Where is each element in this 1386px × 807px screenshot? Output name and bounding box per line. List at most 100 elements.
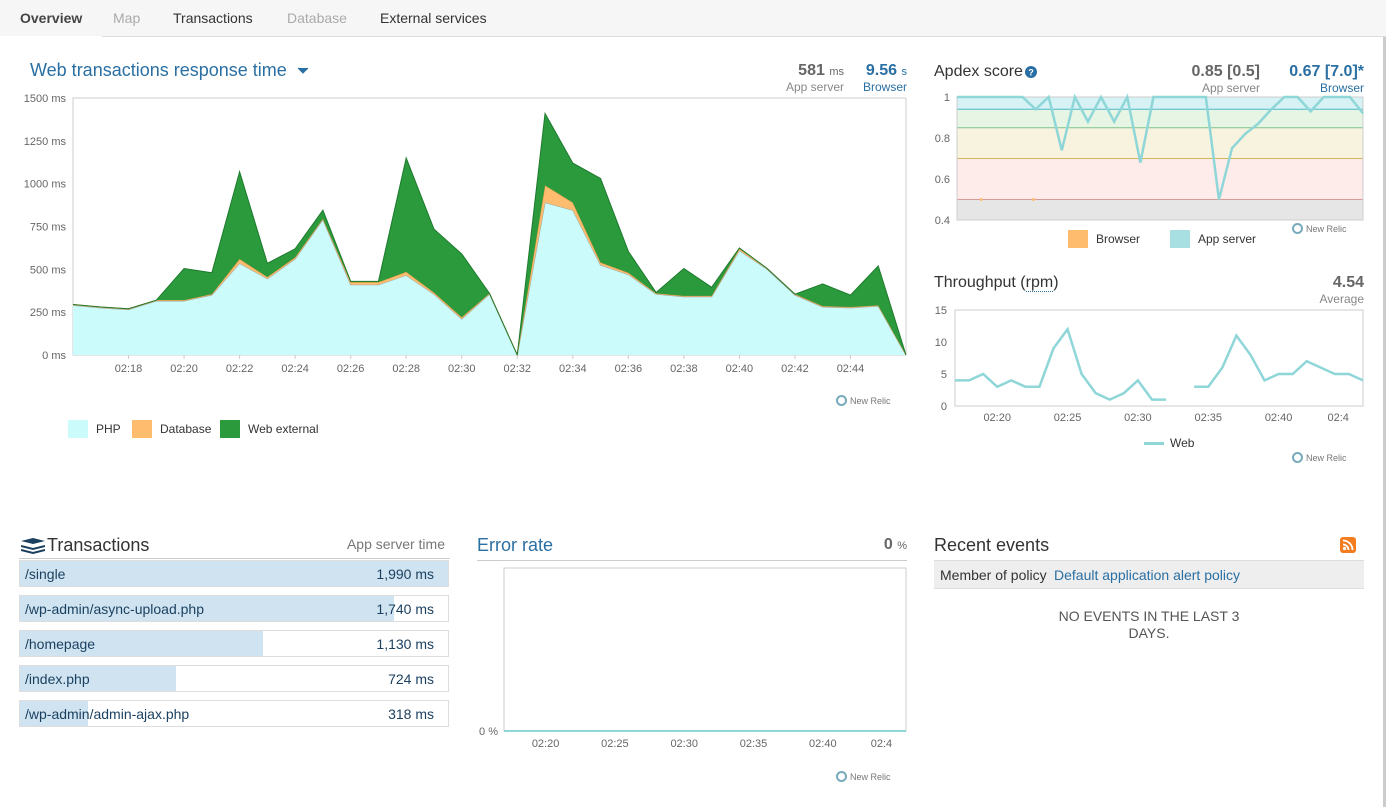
y-tick-label: 0 [941,401,947,413]
transactions-header-right: App server time [346,536,445,552]
app-server-value: 581 [798,62,825,79]
tab-overview[interactable]: Overview [0,10,103,37]
throughput-chart[interactable]: 0 5 10 15 02:20 02:25 02:30 02:35 02:40 02:4 [930,300,1370,425]
transaction-name: /index.php [25,671,90,687]
page-scrollbar[interactable] [1383,37,1386,807]
apdex-band-poor [957,158,1363,200]
x-tick-label: 02:42 [781,363,809,375]
transaction-name: /wp-admin/admin-ajax.php [25,706,190,722]
throughput-paren-close: ) [1053,274,1059,291]
transaction-row[interactable]: /homepage 1,130 ms [19,630,449,657]
app-server-unit: ms [829,66,844,78]
response-time-title: Web transactions response time [30,60,287,80]
apdex-app-stat: 0.85 [0.5] App server [1160,63,1260,95]
y-tick-label: 0 % [479,726,498,738]
x-tick-label: 02:35 [1194,412,1222,424]
transaction-time: 318 ms [388,706,434,722]
watermark-text: New Relic [1306,223,1347,234]
transactions-title[interactable]: Transactions [47,535,150,555]
transaction-row[interactable]: /wp-admin/async-upload.php 1,740 ms [19,595,449,622]
legend-swatch [1170,230,1190,248]
browser-unit: s [901,66,908,78]
x-tick-label: 02:40 [726,363,754,375]
policy-link[interactable]: Default application alert policy [1054,567,1240,583]
legend-swatch [132,420,152,438]
legend-browser[interactable]: Browser [1068,230,1140,248]
transaction-bar [20,666,176,691]
apdex-browser-label: Browser [1319,81,1364,95]
area-series-php [73,202,906,355]
apdex-band-excellent [957,97,1363,110]
apdex-band-frustrating [957,199,1363,220]
plot-area [503,567,907,732]
throughput-unit[interactable]: rpm [1025,274,1054,292]
transaction-bar [20,631,264,656]
x-tick-label: 02:26 [337,363,365,375]
tab-transactions[interactable]: Transactions [173,10,253,26]
apdex-app-label: App server [1201,81,1260,95]
transaction-name: /homepage [25,636,96,652]
error-rate-stat: 0 % [860,536,907,554]
new-relic-logo-icon [1292,223,1303,234]
y-tick-label: 15 [935,305,947,317]
transaction-row[interactable]: /wp-admin/admin-ajax.php 318 ms [19,700,449,727]
apdex-title-wrap: Apdex score ? [934,63,1037,81]
app-server-label: App server [785,80,844,94]
legend-label: App server [1198,232,1257,246]
legend-label: Browser [1096,232,1141,246]
line-series-web-external [72,111,907,357]
new-relic-watermark: New Relic [836,771,891,782]
y-tick-label: 1250 ms [24,136,67,148]
plot-area [954,309,1364,407]
watermark-text: New Relic [1306,452,1347,463]
new-relic-watermark: New Relic [1292,223,1347,234]
policy-prefix: Member of policy [940,567,1047,583]
rss-icon[interactable] [1340,537,1356,553]
apdex-title: Apdex score [934,63,1023,80]
question-circle-icon[interactable]: ? [1024,66,1037,78]
transaction-row[interactable]: /index.php 724 ms [19,665,449,692]
legend-web-external[interactable]: Web external [220,420,318,438]
recent-events-title: Recent events [934,535,1050,555]
legend-php[interactable]: PHP [68,420,121,438]
tab-map: Map [113,10,141,26]
apdex-app-value: 0.85 [0.5] [1191,63,1260,80]
apdex-band-good [957,109,1363,128]
no-events-message: NO EVENTS IN THE LAST 3 DAYS. [1058,608,1240,641]
x-tick-label: 02:40 [1265,412,1293,424]
tab-external-services[interactable]: External services [380,10,487,26]
apdex-chart[interactable]: 0.4 0.6 0.8 1 [930,90,1370,230]
tab-database: Database [287,10,347,26]
divider [19,558,450,559]
stack-icon [21,537,45,554]
transaction-row[interactable]: /single 1,990 ms [19,560,449,587]
response-time-chart[interactable]: 0 ms 250 ms 500 ms 750 ms 1000 ms 1250 ms 1500… [0,88,920,388]
legend-label: Database [160,422,212,436]
transactions-title-wrap: Transactions [21,535,149,556]
y-tick-label: 250 ms [30,307,67,319]
x-tick-label: 02:18 [115,363,143,375]
legend-swatch [220,420,240,438]
x-tick-label: 02:25 [1054,412,1082,424]
browser-point [979,198,983,201]
response-time-title-dropdown[interactable]: Web transactions response time [30,60,309,81]
error-rate-chart[interactable]: 0 % 02:20 02:25 02:30 02:35 02:40 02:4 [470,565,915,765]
legend-app-server[interactable]: App server [1170,230,1256,248]
x-tick-label: 02:4 [871,738,892,750]
transaction-name: /wp-admin/async-upload.php [25,601,204,617]
legend-database[interactable]: Database [132,420,211,438]
legend-swatch [68,420,88,438]
legend-web[interactable]: Web [1144,436,1194,450]
error-rate-title[interactable]: Error rate [477,535,554,555]
throughput-label: Average [1319,292,1364,306]
new-relic-watermark: New Relic [1292,452,1347,463]
transaction-time: 724 ms [388,671,434,687]
area-series-web-external [73,113,906,355]
divider [477,560,907,561]
throughput-paren-open: ( [1015,274,1026,291]
apdex-browser-stat: 0.67 [7.0]* Browser [1265,63,1364,95]
y-tick-label: 500 ms [30,264,67,276]
transaction-time: 1,990 ms [376,566,434,582]
legend-label: Web external [248,422,319,436]
transaction-bar [20,561,448,586]
